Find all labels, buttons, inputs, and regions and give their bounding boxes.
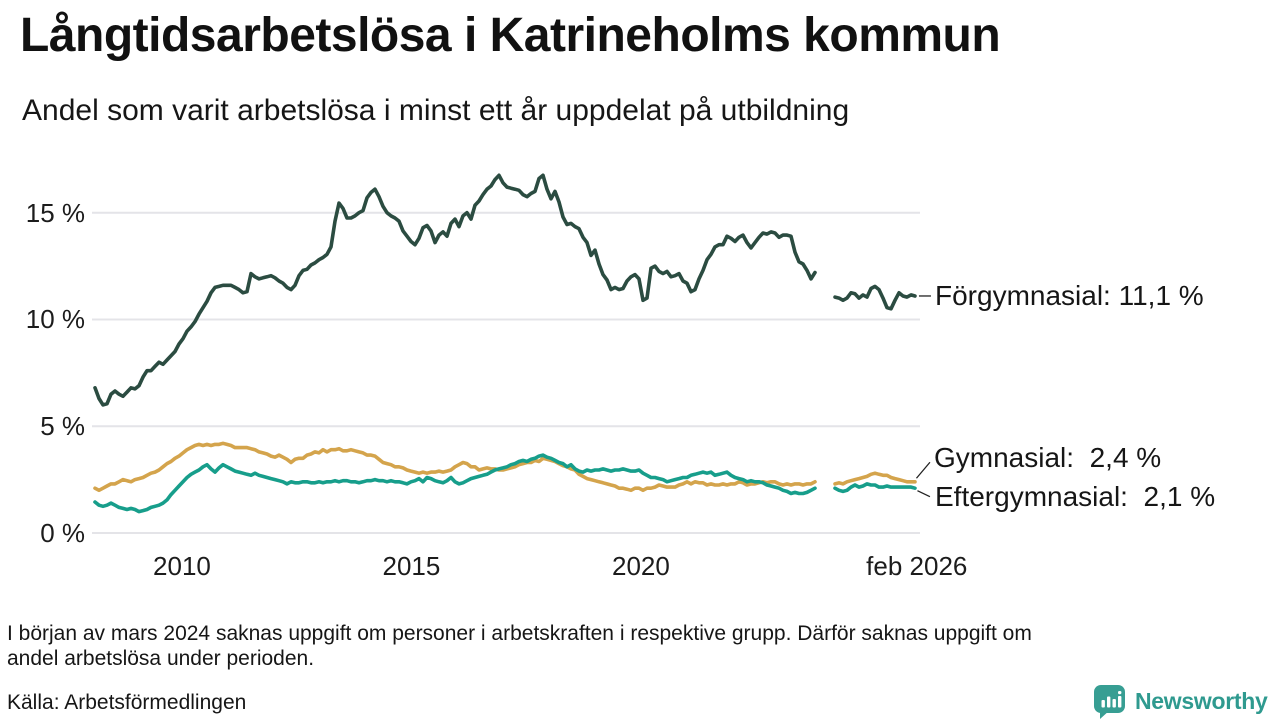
series-label-eftergymnasial: Eftergymnasial: 2,1 % [935, 481, 1216, 512]
y-axis-tick-label: 5 % [40, 411, 85, 442]
series-label-gymnasial: Gymnasial: 2,4 % [934, 442, 1162, 473]
newsworthy-bar-chart-bubble-icon [1094, 685, 1125, 719]
series-label-förgymnasial: Förgymnasial: 11,1 % [935, 279, 1204, 311]
footnote-line: andel arbetslösa under perioden. [7, 647, 315, 670]
x-axis-tick-label: 2020 [612, 551, 670, 581]
x-axis-tick-label: 2010 [153, 551, 211, 581]
x-axis-tick-label: feb 2026 [866, 551, 968, 581]
source-credit: Källa: Arbetsförmedlingen [7, 691, 247, 714]
y-axis-tick-label: 15 % [25, 197, 85, 228]
footnote: I början av mars 2024 saknas uppgift om … [7, 621, 1032, 671]
series-line-förgymnasial [93, 173, 817, 407]
newsworthy-logo: Newsworthy [1092, 683, 1268, 719]
series-line-gymnasial [93, 441, 817, 493]
series-line-eftergymnasial [833, 482, 917, 494]
annotation-leader-line [917, 490, 931, 498]
y-axis-tick-label: 10 % [25, 304, 85, 335]
x-axis-tick-label: 2015 [382, 551, 441, 581]
page-subtitle: Andel som varit arbetslösa i minst ett å… [22, 94, 850, 127]
annotation-leader-line [915, 461, 931, 479]
y-axis-tick-label: 0 % [40, 518, 85, 548]
newsworthy-logo-text: Newsworthy [1135, 687, 1268, 714]
footnote-line: I början av mars 2024 saknas uppgift om … [7, 622, 1032, 645]
series-line-förgymnasial [833, 284, 917, 311]
series-line-eftergymnasial [93, 453, 817, 514]
series-line-gymnasial [833, 471, 917, 486]
page-title: Långtidsarbetslösa i Katrineholms kommun [20, 9, 1001, 62]
